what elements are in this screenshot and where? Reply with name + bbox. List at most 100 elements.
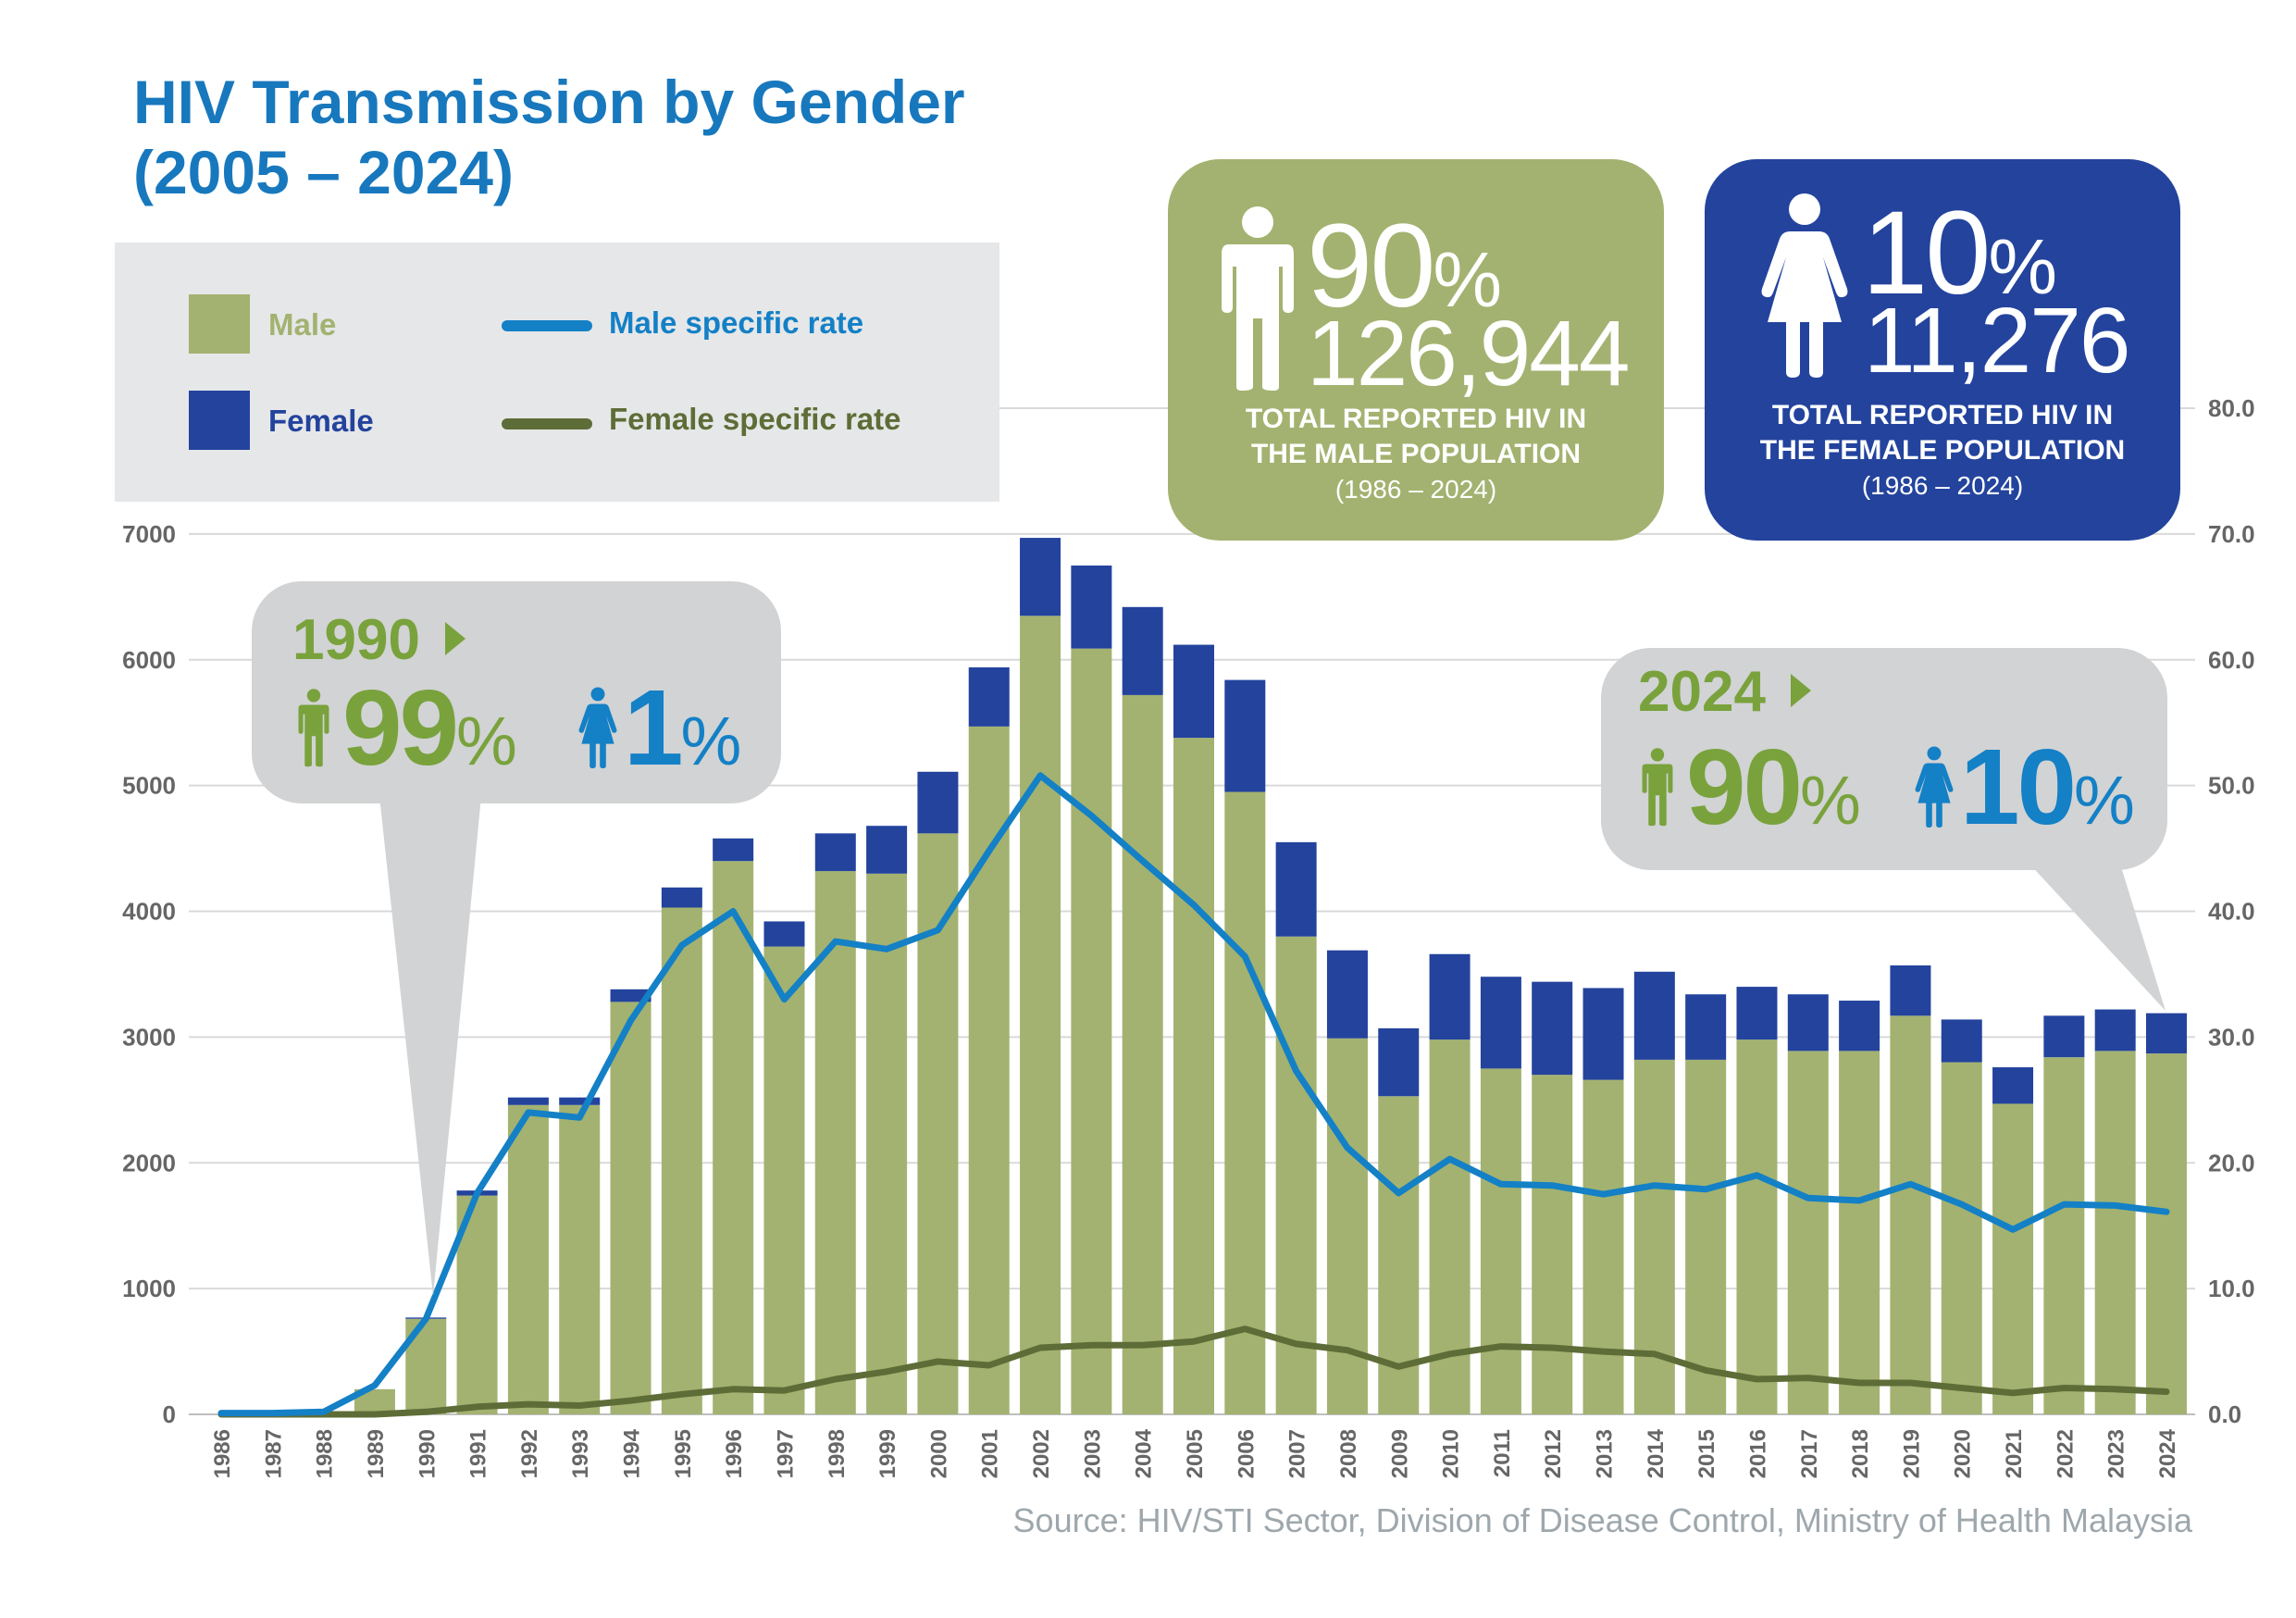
callout-1990-year: 1990	[292, 608, 420, 672]
x-tick-2021: 2021	[2002, 1429, 2027, 1478]
x-tick-1997: 1997	[773, 1429, 798, 1478]
bar-male-2017	[1787, 1051, 1829, 1414]
callout-1990-female-sign: %	[680, 703, 742, 779]
female-caption-line-2: THE FEMALE POPULATION	[1759, 435, 2126, 466]
y-right-tick-40.0: 40.0	[2208, 898, 2255, 926]
x-tick-1995: 1995	[671, 1429, 696, 1478]
legend-female-swatch	[189, 391, 250, 450]
y-right-tick-30.0: 30.0	[2208, 1023, 2255, 1051]
bar-female-2011	[1480, 977, 1521, 1069]
male-percent-sign: %	[1433, 236, 1503, 323]
line-female-specific-rate	[217, 1326, 2170, 1418]
male-percent-value: 90	[1307, 200, 1435, 332]
x-tick-2015: 2015	[1694, 1429, 1719, 1478]
bar-male-2005	[1173, 738, 1214, 1414]
y-right-tick-50.0: 50.0	[2208, 772, 2255, 800]
legend-female-rate-label: Female specific rate	[609, 402, 901, 436]
bar-male-2022	[2043, 1057, 2085, 1414]
x-tick-1991: 1991	[466, 1429, 491, 1478]
bar-female-1996	[713, 838, 754, 862]
legend-male-rate-line	[502, 320, 592, 331]
male-total-box: 90% 126,944 TOTAL REPORTED HIV IN THE MA…	[1168, 159, 1664, 541]
line-male-specific-rate	[217, 772, 2170, 1417]
callout-1990-male-value: 99	[342, 667, 459, 788]
x-tick-2004: 2004	[1132, 1428, 1157, 1478]
bar-female-2002	[1020, 538, 1061, 616]
x-tick-1992: 1992	[517, 1429, 542, 1478]
male-person-icon	[1222, 206, 1294, 391]
callout-2024-year: 2024	[1638, 660, 1766, 724]
legend: Male Female Male specific rate Female sp…	[115, 243, 999, 502]
chart-title: HIV Transmission by Gender (2005 – 2024)	[133, 67, 965, 207]
bar-male-2000	[917, 833, 959, 1414]
male-figure-icon	[298, 689, 329, 767]
y-left-tick-0: 0	[163, 1400, 176, 1428]
callout-1990-female-pct: 1%	[624, 674, 741, 795]
y-right-tick-80.0: 80.0	[2208, 394, 2255, 422]
bar-male-2007	[1275, 936, 1317, 1414]
legend-male-label: Male	[268, 307, 337, 342]
x-tick-1996: 1996	[722, 1429, 747, 1478]
bar-male-2006	[1224, 791, 1266, 1414]
legend-male-rate-label: Male specific rate	[609, 305, 864, 340]
bar-female-1999	[866, 826, 908, 874]
bar-female-2018	[1839, 1001, 1880, 1052]
bar-male-1998	[814, 871, 856, 1414]
callout-1990-female-value: 1	[624, 667, 683, 788]
x-tick-1986: 1986	[210, 1429, 235, 1478]
callout-2024-male-pct: 90%	[1686, 733, 1861, 854]
y-left-tick-5000: 5000	[122, 772, 176, 800]
male-figure-icon	[1642, 748, 1673, 827]
bar-female-2007	[1275, 841, 1317, 937]
x-tick-2019: 2019	[1899, 1429, 1924, 1478]
x-tick-1988: 1988	[313, 1429, 338, 1478]
bar-female-2013	[1582, 988, 1624, 1080]
bar-male-2023	[2094, 1051, 2136, 1414]
x-tick-2009: 2009	[1387, 1429, 1412, 1478]
callout-2024-female-sign: %	[2074, 762, 2135, 839]
bar-female-2000	[917, 771, 959, 834]
x-tick-2010: 2010	[1439, 1429, 1464, 1478]
male-caption-line-2: THE MALE POPULATION	[1250, 439, 1582, 469]
bar-female-1993	[559, 1097, 601, 1105]
y-left-tick-1000: 1000	[122, 1275, 176, 1302]
y-right-tick-10.0: 10.0	[2208, 1275, 2255, 1302]
x-tick-2017: 2017	[1797, 1429, 1822, 1478]
bar-female-2017	[1787, 994, 1829, 1052]
bar-female-2023	[2094, 1009, 2136, 1052]
female-caption: TOTAL REPORTED HIV IN THE FEMALE POPULAT…	[1705, 398, 2180, 504]
female-count: 11,276	[1864, 289, 2130, 392]
female-person-icon	[1761, 193, 1848, 378]
y-axis-right: 0.0 10.0 20.0 30.0 40.0 50.0 60.0 70.0 80.0	[2208, 394, 2255, 1428]
female-percent-value: 10	[1862, 187, 1991, 319]
y-left-tick-7000: 7000	[122, 520, 176, 548]
source-note: Source: HIV/STI Sector, Division of Dise…	[1012, 1501, 2192, 1539]
callout-1990-pointer	[379, 796, 481, 1296]
bar-male-2024	[2146, 1053, 2187, 1414]
male-count: 126,944	[1307, 302, 1630, 405]
x-axis-labels: 1986 1987 1988 1989 1990 1991 1992 1993 1994 1995…	[210, 1428, 2180, 1478]
bar-female-2005	[1173, 644, 1214, 739]
bar-female-2016	[1736, 987, 1778, 1040]
legend-female-label: Female	[268, 404, 374, 438]
callout-1990-year-line: 1990	[292, 607, 466, 673]
callout-2024-male-sign: %	[1800, 762, 1861, 839]
callout-2024-bubble	[1601, 648, 2167, 870]
callout-2024-year-line: 2024	[1638, 659, 1812, 725]
legend-male-swatch	[189, 294, 250, 354]
title-line-2: (2005 – 2024)	[133, 138, 514, 206]
x-tick-2014: 2014	[1644, 1428, 1669, 1478]
x-tick-2020: 2020	[1951, 1429, 1976, 1478]
x-tick-2007: 2007	[1285, 1429, 1310, 1478]
bar-male-2004	[1122, 694, 1163, 1414]
callout-1990-bubble	[252, 581, 781, 803]
bar-male-1996	[713, 861, 754, 1414]
y-axis-left: 0 1000 2000 3000 4000 5000 6000 7000	[122, 520, 176, 1428]
bar-female-2014	[1633, 971, 1675, 1060]
bar-male-2020	[1941, 1062, 1982, 1414]
x-tick-2003: 2003	[1080, 1429, 1105, 1478]
callout-1990-male-pct: 99%	[342, 674, 517, 795]
bar-female-2004	[1122, 606, 1163, 695]
bar-male-2016	[1736, 1039, 1778, 1414]
